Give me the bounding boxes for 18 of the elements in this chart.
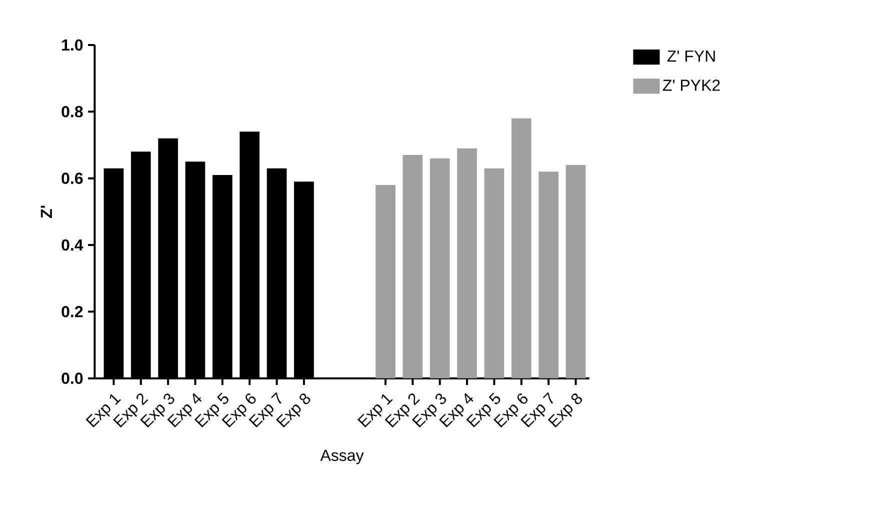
bar	[566, 164, 586, 378]
y-tick-label: 0.2	[62, 306, 83, 318]
bar	[457, 148, 477, 378]
y-tick-label: 1.0	[62, 39, 83, 51]
x-axis-title: Assay	[320, 450, 364, 464]
bar	[538, 172, 558, 378]
bar	[511, 118, 532, 378]
legend-label: Z' PYK2	[662, 80, 720, 91]
y-tick-label: 0.6	[62, 172, 83, 184]
y-tick-label: 0.8	[62, 106, 83, 118]
legend-label: Z' FYN	[667, 50, 715, 62]
bar	[430, 158, 450, 378]
bar	[484, 168, 504, 378]
y-axis-title: Z'	[40, 206, 52, 218]
y-tick-label: 0.4	[62, 239, 84, 251]
bar	[402, 154, 423, 378]
y-tick-label: 0.0	[62, 372, 83, 384]
bar	[376, 184, 396, 378]
